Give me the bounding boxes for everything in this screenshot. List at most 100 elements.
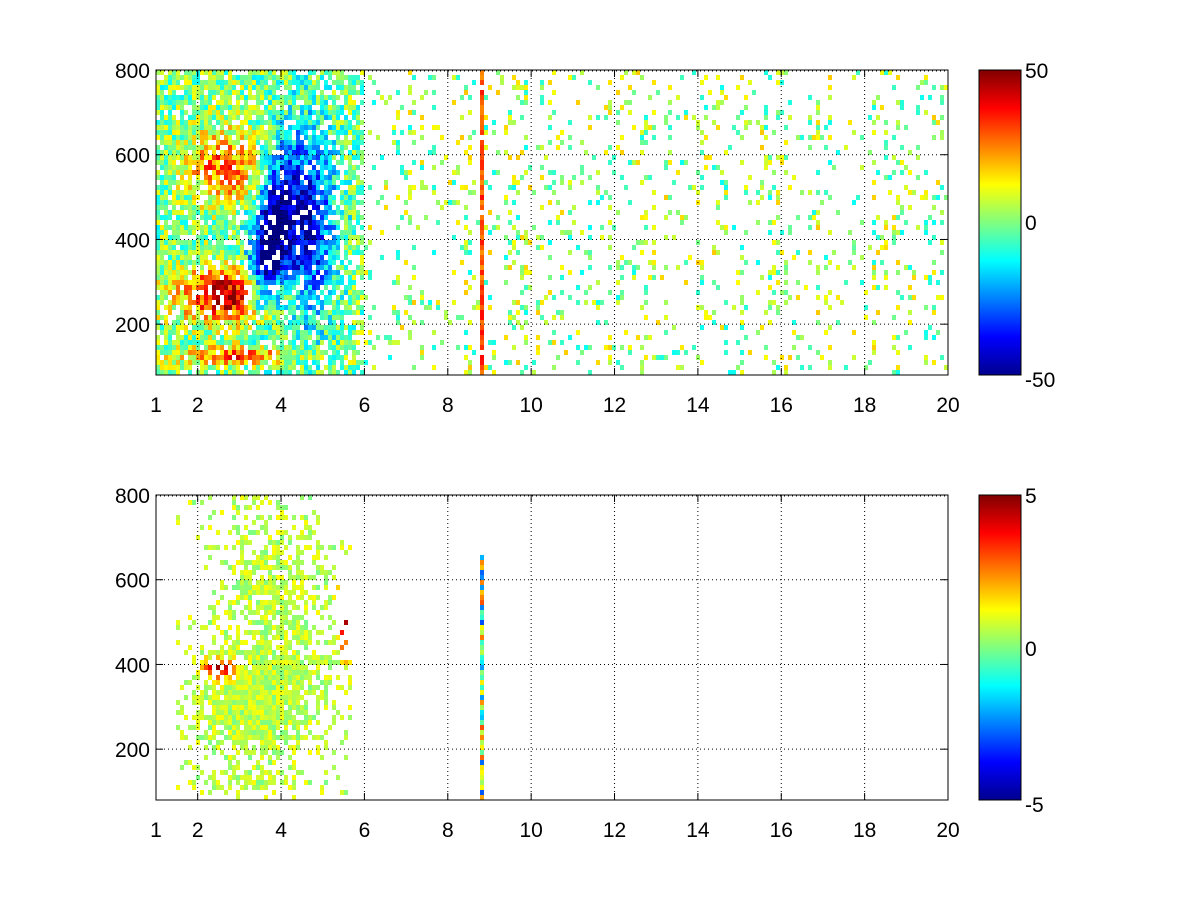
heatmap-cell <box>304 125 308 130</box>
heatmap-cell <box>180 105 184 110</box>
heatmap-cell <box>240 715 244 720</box>
heatmap-cell <box>700 150 704 155</box>
heatmap-cell <box>208 345 212 350</box>
heatmap-cell <box>156 250 160 255</box>
heatmap-cell <box>256 785 260 790</box>
heatmap-cell <box>240 90 244 95</box>
heatmap-cell <box>188 500 192 505</box>
heatmap-cell <box>300 720 304 725</box>
heatmap-cell <box>200 120 204 125</box>
heatmap-cell <box>604 150 608 155</box>
heatmap-cell <box>224 115 228 120</box>
heatmap-cell <box>412 160 416 165</box>
heatmap-cell <box>308 685 312 690</box>
heatmap-cell <box>268 115 272 120</box>
colorbar-max-label: 50 <box>1025 60 1048 83</box>
heatmap-cell <box>164 230 168 235</box>
heatmap-cell <box>320 110 324 115</box>
heatmap-cell <box>280 265 284 270</box>
heatmap-cell <box>252 330 256 335</box>
heatmap-cell <box>156 205 160 210</box>
heatmap-cell <box>300 90 304 95</box>
heatmap-cell <box>408 315 412 320</box>
heatmap-cell <box>228 605 232 610</box>
heatmap-cell <box>212 325 216 330</box>
heatmap-cell <box>292 280 296 285</box>
heatmap-cell <box>520 235 524 240</box>
heatmap-cell <box>216 80 220 85</box>
heatmap-cell <box>224 735 228 740</box>
heatmap-cell <box>764 345 768 350</box>
heatmap-cell <box>184 195 188 200</box>
heatmap-cell <box>316 200 320 205</box>
heatmap-cell <box>228 785 232 790</box>
heatmap-cell <box>328 190 332 195</box>
heatmap-cell <box>328 230 332 235</box>
heatmap-cell <box>240 705 244 710</box>
heatmap-cell <box>408 285 412 290</box>
heatmap-cell <box>300 115 304 120</box>
heatmap-cell <box>224 185 228 190</box>
heatmap-cell <box>268 85 272 90</box>
heatmap-cell <box>244 585 248 590</box>
heatmap-cell <box>228 295 232 300</box>
heatmap-cell <box>180 150 184 155</box>
heatmap-cell <box>652 80 656 85</box>
heatmap-cell <box>300 560 304 565</box>
heatmap-cell <box>180 735 184 740</box>
heatmap-cell <box>196 210 200 215</box>
heatmap-cell <box>372 305 376 310</box>
heatmap-cell <box>168 325 172 330</box>
heatmap-cell <box>900 170 904 175</box>
heatmap-cell <box>940 355 944 360</box>
heatmap-cell <box>320 220 324 225</box>
heatmap-cell <box>772 130 776 135</box>
heatmap-cell <box>360 295 364 300</box>
heatmap-cell <box>872 270 876 275</box>
heatmap-cell <box>244 340 248 345</box>
heatmap-cell <box>708 315 712 320</box>
heatmap-cell <box>256 215 260 220</box>
heatmap-cell <box>348 80 352 85</box>
heatmap-cell <box>296 150 300 155</box>
heatmap-cell <box>192 320 196 325</box>
heatmap-cell <box>664 355 668 360</box>
heatmap-cell <box>196 535 200 540</box>
heatmap-cell <box>860 220 864 225</box>
heatmap-cell <box>156 155 160 160</box>
heatmap-cell <box>272 715 276 720</box>
heatmap-cell <box>252 240 256 245</box>
heatmap-cell <box>408 220 412 225</box>
heatmap-cell <box>220 750 224 755</box>
heatmap-cell <box>760 125 764 130</box>
heatmap-cell <box>300 355 304 360</box>
heatmap-cell <box>304 145 308 150</box>
heatmap-cell <box>160 115 164 120</box>
heatmap-cell <box>340 345 344 350</box>
heatmap-cell <box>436 300 440 305</box>
heatmap-cell <box>156 90 160 95</box>
heatmap-cell <box>232 110 236 115</box>
heatmap-cell <box>180 260 184 265</box>
heatmap-cell <box>872 195 876 200</box>
heatmap-cell <box>168 225 172 230</box>
heatmap-cell <box>212 510 216 515</box>
heatmap-cell <box>264 780 268 785</box>
heatmap-cell <box>288 645 292 650</box>
heatmap-cell <box>540 205 544 210</box>
heatmap-cell <box>160 315 164 320</box>
heatmap-cell <box>216 155 220 160</box>
heatmap-cell <box>324 80 328 85</box>
heatmap-cell <box>884 175 888 180</box>
heatmap-cell <box>260 110 264 115</box>
heatmap-cell <box>228 170 232 175</box>
heatmap-cell <box>248 165 252 170</box>
heatmap-cell <box>304 320 308 325</box>
heatmap-cell <box>860 135 864 140</box>
heatmap-cell <box>920 80 924 85</box>
heatmap-cell <box>316 115 320 120</box>
heatmap-cell <box>232 680 236 685</box>
heatmap-cell <box>204 115 208 120</box>
heatmap-cell <box>228 615 232 620</box>
heatmap-cell <box>608 335 612 340</box>
